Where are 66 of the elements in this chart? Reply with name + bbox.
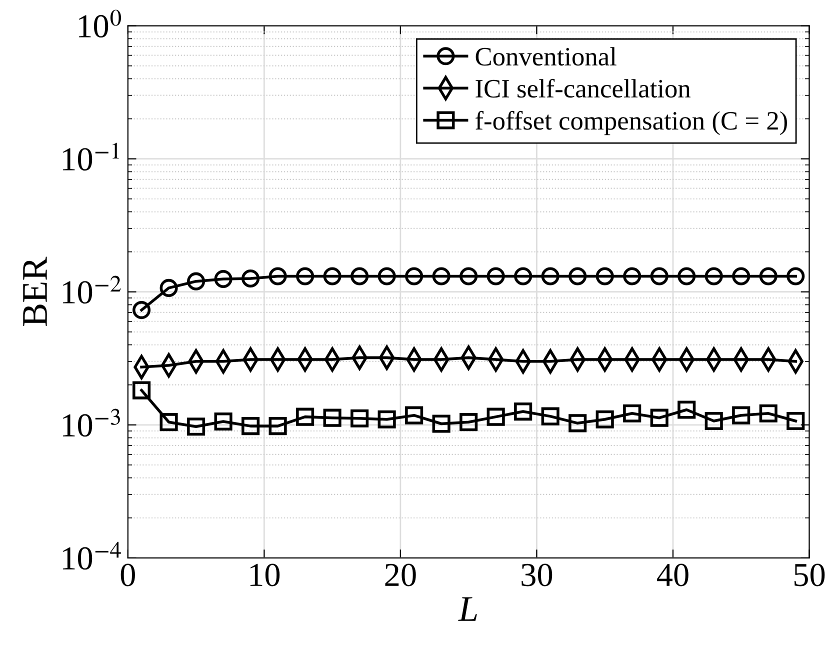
point <box>132 381 151 400</box>
point <box>596 410 614 428</box>
y-tick-label: 10$^{0}$ <box>78 10 121 38</box>
y-tick-label: 10$^{−1}$ <box>62 142 120 171</box>
point <box>623 404 642 422</box>
point <box>187 418 206 436</box>
point <box>596 267 614 286</box>
point <box>268 267 287 286</box>
point <box>405 267 424 286</box>
point <box>650 408 668 427</box>
x-axis-title: L <box>458 597 477 621</box>
point <box>242 269 260 288</box>
x-tick-label: 20 <box>385 564 416 586</box>
x-tick-label: 40 <box>656 564 688 586</box>
point <box>486 267 505 286</box>
point <box>541 407 560 426</box>
x-tick-label: 0 <box>120 564 135 586</box>
point <box>432 267 450 286</box>
y-tick-label: 10$^{−3}$ <box>62 408 120 437</box>
point <box>568 414 587 432</box>
point <box>160 413 178 432</box>
x-tick-label: 10 <box>250 564 280 586</box>
legend-label: f-offset compensation (C = 2) <box>476 110 787 136</box>
point <box>187 272 206 290</box>
point <box>541 267 560 286</box>
point <box>214 412 232 431</box>
point <box>460 267 478 286</box>
point <box>732 406 750 424</box>
point <box>132 301 151 320</box>
legend-label: ICI self-cancellation <box>476 78 690 98</box>
point <box>296 267 314 286</box>
point <box>514 402 532 421</box>
point <box>704 267 723 286</box>
point <box>405 406 424 424</box>
point <box>350 267 369 286</box>
point <box>378 267 396 286</box>
point <box>242 417 260 436</box>
point <box>623 267 642 286</box>
point <box>786 412 805 430</box>
point <box>432 414 450 433</box>
point <box>678 267 696 286</box>
point <box>759 404 778 422</box>
point <box>732 267 750 286</box>
point <box>786 267 805 286</box>
point <box>268 417 287 436</box>
y-tick-label: 10$^{−2}$ <box>62 276 121 304</box>
x-tick-label: 30 <box>522 564 552 586</box>
point <box>759 267 778 286</box>
point <box>350 409 369 428</box>
point <box>323 267 342 286</box>
point <box>214 270 232 288</box>
point <box>160 278 178 297</box>
y-axis-title: BER <box>23 256 47 326</box>
legend-label: Conventional <box>476 47 616 66</box>
x-tick-label: 50 <box>794 564 825 586</box>
point <box>650 267 668 286</box>
point <box>296 408 314 426</box>
point <box>678 400 696 419</box>
point <box>514 267 532 286</box>
point <box>486 408 505 426</box>
point <box>378 410 396 428</box>
point <box>460 413 478 432</box>
point <box>568 267 587 286</box>
point <box>704 412 723 430</box>
point <box>323 408 342 427</box>
y-tick-label: 10$^{−4}$ <box>62 542 121 570</box>
